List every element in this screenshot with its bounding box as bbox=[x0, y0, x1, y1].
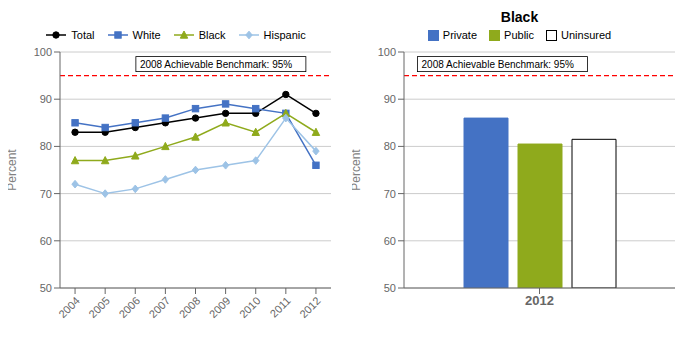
svg-text:2008 Achievable Benchmark: 95%: 2008 Achievable Benchmark: 95% bbox=[140, 59, 292, 70]
svg-text:60: 60 bbox=[384, 235, 396, 247]
svg-text:90: 90 bbox=[384, 93, 396, 105]
svg-text:2007: 2007 bbox=[147, 294, 173, 320]
svg-text:50: 50 bbox=[40, 282, 52, 294]
svg-text:2012: 2012 bbox=[525, 293, 554, 308]
svg-text:60: 60 bbox=[40, 235, 52, 247]
svg-text:50: 50 bbox=[384, 282, 396, 294]
html-text:Black: Black bbox=[198, 29, 226, 41]
svg-text:2008 Achievable Benchmark: 95%: 2008 Achievable Benchmark: 95% bbox=[422, 59, 574, 70]
svg-text:2008: 2008 bbox=[177, 294, 203, 320]
svg-text:Percent: Percent bbox=[352, 149, 363, 191]
svg-text:2006: 2006 bbox=[116, 294, 142, 320]
svg-text:Percent: Percent bbox=[8, 149, 19, 191]
html-text:Black: Black bbox=[500, 9, 539, 25]
svg-text:80: 80 bbox=[40, 140, 52, 152]
svg-text:70: 70 bbox=[384, 188, 396, 200]
svg-text:90: 90 bbox=[40, 93, 52, 105]
svg-text:2005: 2005 bbox=[86, 294, 112, 320]
html-text:Hispanic: Hispanic bbox=[263, 29, 306, 41]
html-text:White: White bbox=[132, 29, 161, 41]
svg-text:2004: 2004 bbox=[56, 294, 82, 320]
html-text:Private: Private bbox=[442, 29, 478, 41]
svg-text:100: 100 bbox=[378, 46, 396, 58]
svg-text:2011: 2011 bbox=[268, 294, 293, 319]
html-text:Public: Public bbox=[504, 29, 534, 41]
svg-text:100: 100 bbox=[34, 46, 52, 58]
svg-text:2009: 2009 bbox=[207, 294, 233, 320]
svg-text:2012: 2012 bbox=[297, 294, 323, 320]
svg-text:70: 70 bbox=[40, 188, 52, 200]
svg-text:2010: 2010 bbox=[237, 294, 263, 320]
svg-text:80: 80 bbox=[384, 140, 396, 152]
html-text:Uninsured: Uninsured bbox=[561, 29, 612, 41]
html-text:Total: Total bbox=[71, 29, 95, 41]
